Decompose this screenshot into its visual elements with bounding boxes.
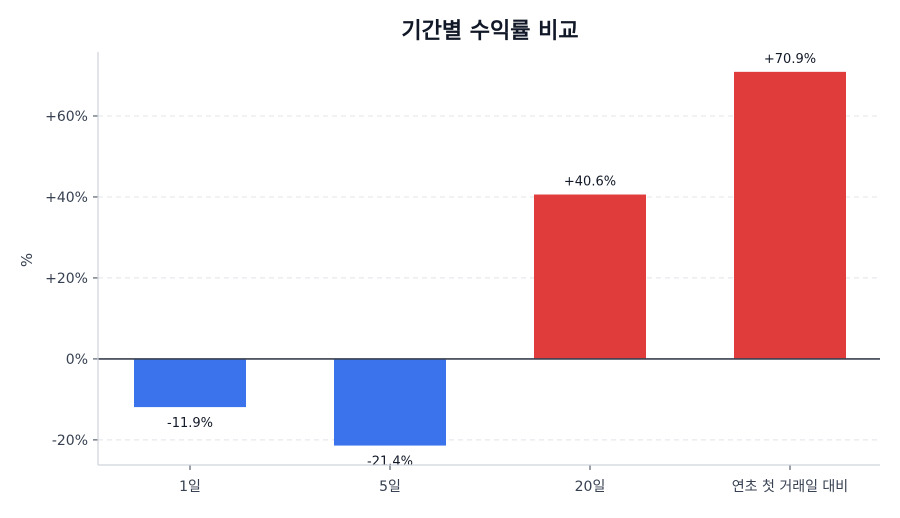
data-label: +70.9% xyxy=(764,52,816,67)
x-tick-label: 1일 xyxy=(179,479,201,495)
y-tick-label: +60% xyxy=(45,109,88,125)
y-tick-label: 0% xyxy=(66,352,88,368)
x-tick-label: 20일 xyxy=(575,479,606,495)
y-tick-label: +20% xyxy=(45,271,88,287)
y-tick-label: +40% xyxy=(45,190,88,206)
bar xyxy=(734,71,846,359)
data-label: -11.9% xyxy=(167,416,213,431)
bar xyxy=(134,358,246,408)
data-label: +40.6% xyxy=(564,175,616,190)
data-label: -21.4% xyxy=(367,455,413,470)
bar xyxy=(334,358,446,446)
y-tick-label: -20% xyxy=(52,433,88,449)
y-axis-label: % xyxy=(18,253,36,267)
bar xyxy=(534,194,646,359)
chart-title: 기간별 수익률 비교 xyxy=(401,19,578,44)
x-tick-label: 연초 첫 거래일 대비 xyxy=(732,479,848,495)
x-tick-label: 5일 xyxy=(379,479,401,495)
